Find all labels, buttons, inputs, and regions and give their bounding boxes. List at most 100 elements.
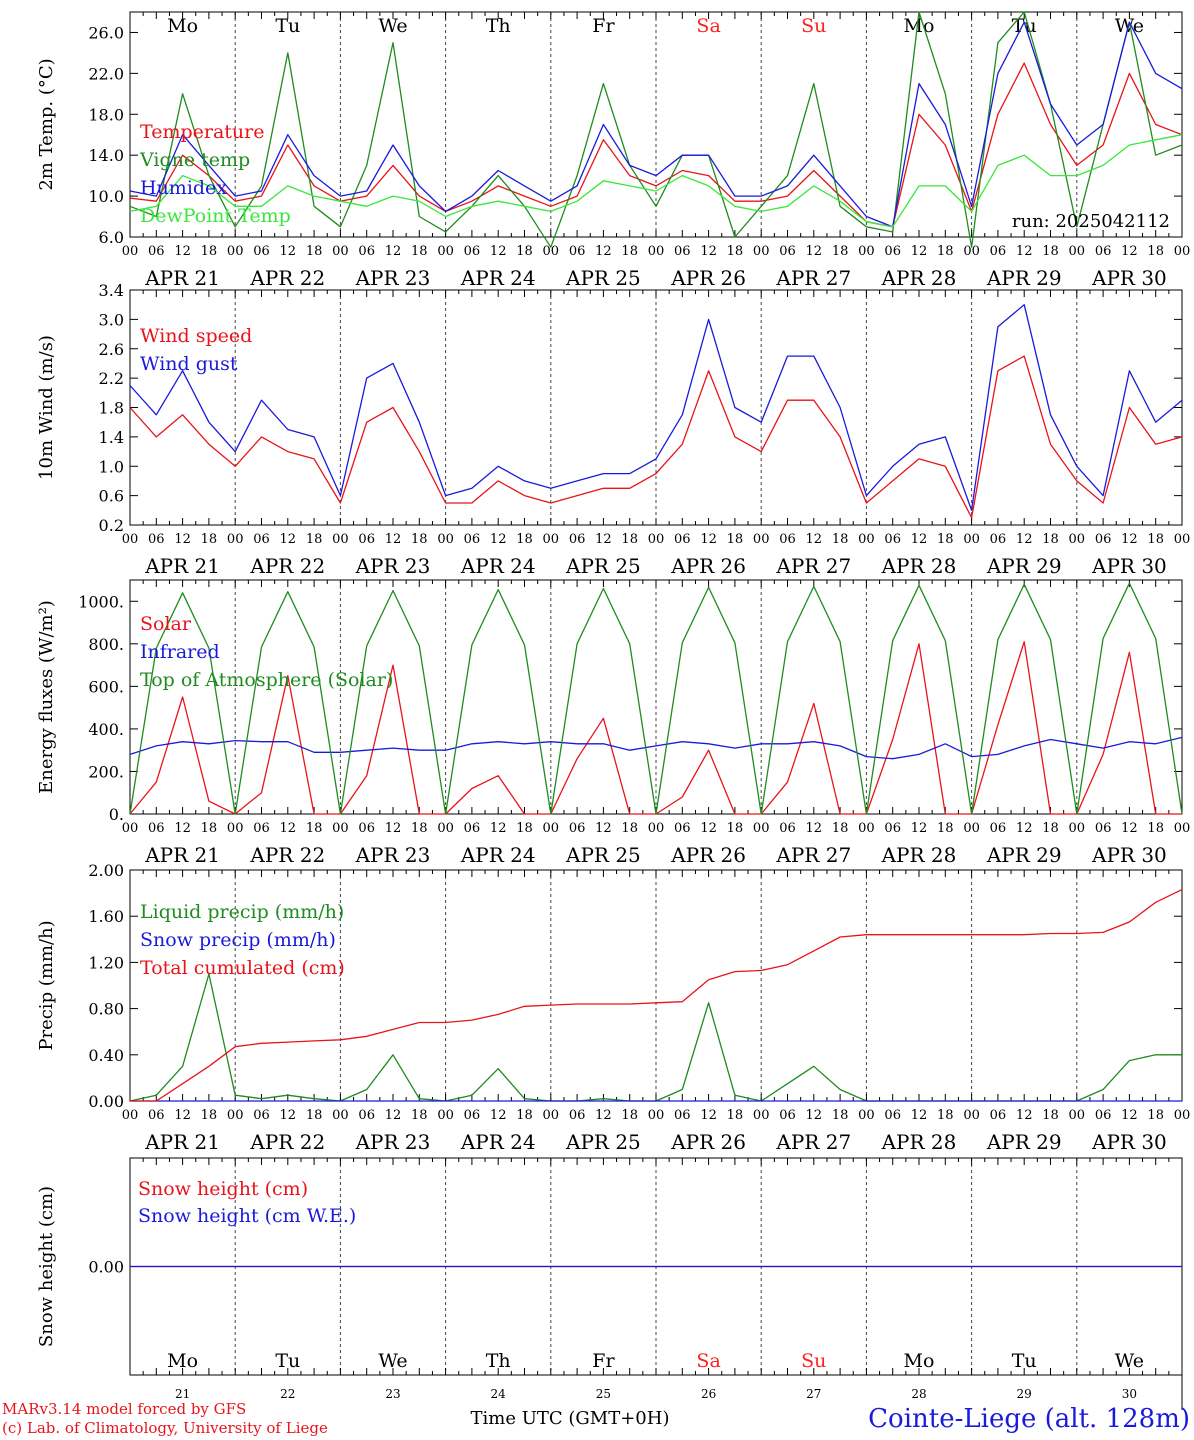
energy-series-solar	[129, 641, 1182, 815]
energy-date-label: APR 27	[775, 843, 851, 867]
precip-hour-label: 18	[1147, 1108, 1164, 1123]
precip-hour-label: 00	[963, 1108, 980, 1123]
energy-series-top-of-atmosphere-solar	[129, 582, 1183, 815]
wind-hour-label: 00	[122, 532, 139, 547]
temp-run-annotation: run: 2025042112	[1012, 211, 1170, 232]
temp-hour-label: 12	[1121, 244, 1138, 259]
temp-weekday-label: We	[378, 15, 407, 37]
lab-credit: (c) Lab. of Climatology, University of L…	[2, 1419, 328, 1437]
temp-hour-label: 00	[437, 244, 454, 259]
temp-hour-label: 00	[858, 244, 875, 259]
energy-hour-label: 06	[884, 821, 901, 836]
wind-hour-label: 12	[700, 532, 717, 547]
energy-date-label: APR 28	[881, 843, 957, 867]
temp-hour-label: 06	[253, 244, 270, 259]
wind-hour-label: 00	[963, 532, 980, 547]
temp-hour-label: 12	[700, 244, 717, 259]
energy-hour-label: 06	[569, 821, 586, 836]
wind-hour-label: 12	[280, 532, 297, 547]
energy-hour-label: 18	[937, 821, 954, 836]
wind-y-tick-label: 3.0	[99, 310, 124, 329]
wind-hour-label: 00	[543, 532, 560, 547]
energy-hour-label: 18	[621, 821, 638, 836]
precip-y-tick-label: 0.40	[88, 1046, 124, 1065]
energy-hour-label: 18	[1042, 821, 1059, 836]
precip-hour-label: 12	[1121, 1108, 1138, 1123]
wind-hour-label: 18	[306, 532, 323, 547]
wind-y-tick-label: 0.6	[99, 487, 124, 506]
energy-hour-label: 06	[253, 821, 270, 836]
temp-hour-label: 06	[569, 244, 586, 259]
wind-hour-label: 18	[832, 532, 849, 547]
energy-hour-label: 18	[306, 821, 323, 836]
energy-date-label: APR 21	[144, 843, 220, 867]
wind-hour-label: 12	[490, 532, 507, 547]
wind-hour-label: 12	[911, 532, 928, 547]
wind-date-label: APR 28	[881, 554, 957, 578]
precip-y-tick-label: 0.80	[88, 1000, 124, 1019]
energy-date-label: APR 24	[460, 843, 536, 867]
energy-y-tick-label: 800.	[88, 635, 124, 654]
wind-hour-label: 06	[148, 532, 165, 547]
temp-y-tick-label: 6.0	[99, 228, 124, 247]
temp-hour-label: 18	[937, 244, 954, 259]
precip-date-label: APR 29	[986, 1130, 1062, 1154]
wind-date-label: APR 30	[1091, 554, 1167, 578]
energy-hour-label: 06	[779, 821, 796, 836]
wind-date-label: APR 26	[670, 554, 746, 578]
precip-hour-label: 00	[1069, 1108, 1086, 1123]
temp-weekday-label: Tu	[1012, 15, 1037, 37]
wind-hour-label: 00	[1069, 532, 1086, 547]
snow-day-number: 29	[1017, 1387, 1032, 1401]
wind-hour-label: 06	[674, 532, 691, 547]
energy-date-label: APR 22	[249, 843, 325, 867]
temp-hour-label: 12	[911, 244, 928, 259]
temp-hour-label: 12	[595, 244, 612, 259]
temp-hour-label: 12	[1016, 244, 1033, 259]
precip-hour-label: 18	[832, 1108, 849, 1123]
energy-hour-label: 18	[832, 821, 849, 836]
energy-hour-label: 12	[1121, 821, 1138, 836]
energy-legend-entry: Solar	[140, 613, 192, 635]
precip-hour-label: 18	[937, 1108, 954, 1123]
energy-y-tick-label: 0.	[109, 805, 124, 824]
energy-hour-label: 06	[148, 821, 165, 836]
snow-day-number: 26	[701, 1387, 716, 1401]
energy-hour-label: 06	[1095, 821, 1112, 836]
precip-hour-label: 00	[648, 1108, 665, 1123]
precip-hour-label: 06	[990, 1108, 1007, 1123]
energy-hour-label: 12	[700, 821, 717, 836]
wind-panel: 00 06 12 18 00 06 12 18 00 06 12 18 00 06 12 18 00 06 12 18…	[36, 281, 1190, 578]
energy-hour-label: 18	[727, 821, 744, 836]
energy-hour-label: 06	[674, 821, 691, 836]
temp-hour-label: 18	[201, 244, 218, 259]
wind-hour-label: 12	[174, 532, 191, 547]
temp-hour-label: 06	[148, 244, 165, 259]
precip-y-tick-label: 1.20	[88, 953, 124, 972]
energy-hour-label: 18	[411, 821, 428, 836]
precip-date-label: APR 22	[249, 1130, 325, 1154]
temp-hour-label: 12	[280, 244, 297, 259]
precip-hour-label: 06	[148, 1108, 165, 1123]
temp-y-axis-label: 2m Temp. (°C)	[36, 58, 57, 190]
temp-hour-label: 06	[884, 244, 901, 259]
wind-y-tick-label: 1.4	[99, 428, 124, 447]
precip-series-total-cumulated-cm	[130, 889, 1183, 1102]
wind-legend-entry: Wind speed	[140, 325, 252, 347]
precip-hour-label: 18	[411, 1108, 428, 1123]
energy-hour-label: 12	[911, 821, 928, 836]
energy-hour-label: 00	[437, 821, 454, 836]
temp-weekday-label: Sa	[696, 15, 720, 37]
wind-hour-label: 06	[1095, 532, 1112, 547]
precip-hour-label: 06	[464, 1108, 481, 1123]
temp-weekday-label: Mo	[167, 15, 198, 37]
temp-hour-label: 18	[411, 244, 428, 259]
precip-y-axis-label: Precip (mm/h)	[36, 920, 57, 1050]
snow-weekday-label: Su	[801, 1350, 826, 1372]
energy-y-tick-label: 1000.	[78, 592, 124, 611]
precip-legend-entry: Liquid precip (mm/h)	[140, 901, 344, 923]
precip-y-tick-label: 0.00	[88, 1092, 124, 1111]
snow-day-number: 21	[175, 1387, 190, 1401]
energy-hour-label: 00	[963, 821, 980, 836]
wind-hour-label: 12	[806, 532, 823, 547]
